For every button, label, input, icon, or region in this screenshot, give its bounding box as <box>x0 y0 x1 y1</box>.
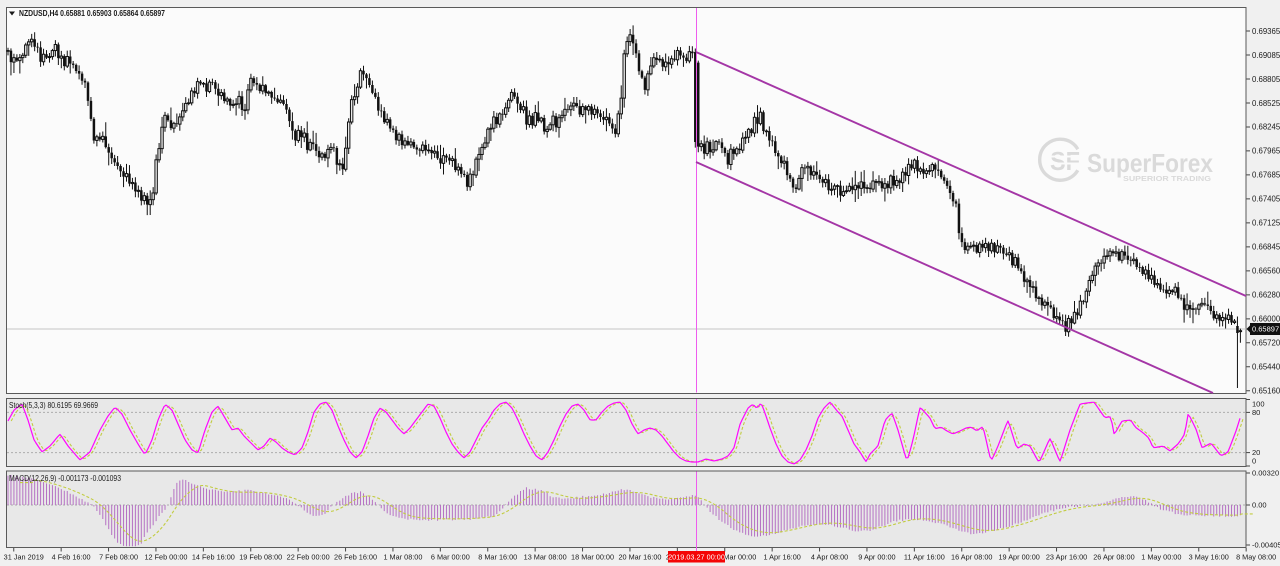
svg-text:0.66845: 0.66845 <box>1252 243 1280 252</box>
svg-text:1 Mar 08:00: 1 Mar 08:00 <box>383 553 422 562</box>
svg-text:100: 100 <box>1252 400 1265 409</box>
svg-text:11 Apr 16:00: 11 Apr 16:00 <box>904 553 945 562</box>
svg-text:0.00320: 0.00320 <box>1252 469 1279 478</box>
svg-text:22 Feb 00:00: 22 Feb 00:00 <box>287 553 330 562</box>
svg-text:-0.00405: -0.00405 <box>1252 541 1280 550</box>
svg-text:6 Mar 00:00: 6 Mar 00:00 <box>431 553 470 562</box>
svg-text:0.67685: 0.67685 <box>1252 171 1280 180</box>
svg-text:23 Apr 16:00: 23 Apr 16:00 <box>1046 553 1087 562</box>
svg-text:SUPERIOR TRADING: SUPERIOR TRADING <box>1123 174 1211 183</box>
svg-text:1 May 00:00: 1 May 00:00 <box>1141 553 1181 562</box>
svg-text:13 Mar 08:00: 13 Mar 08:00 <box>524 553 567 562</box>
svg-text:0.65720: 0.65720 <box>1252 339 1280 348</box>
svg-text:0.66000: 0.66000 <box>1252 315 1280 324</box>
svg-text:19 Apr 00:00: 19 Apr 00:00 <box>998 553 1039 562</box>
svg-text:4 Apr 08:00: 4 Apr 08:00 <box>811 553 848 562</box>
svg-text:MACD(12,26,9) -0.001173 -0.001: MACD(12,26,9) -0.001173 -0.001093 <box>9 474 121 483</box>
svg-text:0.68245: 0.68245 <box>1252 123 1280 132</box>
svg-text:20: 20 <box>1252 448 1260 457</box>
svg-text:14 Feb 16:00: 14 Feb 16:00 <box>192 553 235 562</box>
svg-text:0.00: 0.00 <box>1252 501 1267 510</box>
svg-text:0.66560: 0.66560 <box>1252 267 1280 276</box>
svg-text:19 Feb 08:00: 19 Feb 08:00 <box>239 553 282 562</box>
svg-text:SuperForex: SuperForex <box>1087 148 1213 178</box>
svg-text:0.67405: 0.67405 <box>1252 195 1280 204</box>
svg-text:0.67965: 0.67965 <box>1252 147 1280 156</box>
svg-text:31 Jan 2019: 31 Jan 2019 <box>4 553 44 562</box>
svg-text:18 Mar 00:00: 18 Mar 00:00 <box>571 553 614 562</box>
svg-text:1 Apr 16:00: 1 Apr 16:00 <box>763 553 800 562</box>
svg-text:4 Feb 16:00: 4 Feb 16:00 <box>52 553 91 562</box>
svg-text:0.66280: 0.66280 <box>1252 291 1280 300</box>
svg-text:NZDUSD,H4 0.65881 0.65903 0.6: NZDUSD,H4 0.65881 0.65903 0.65864 0.6589… <box>19 8 165 18</box>
svg-text:Stoch(5,3,3) 80.6195 69.9669: Stoch(5,3,3) 80.6195 69.9669 <box>9 401 98 410</box>
svg-text:0.68525: 0.68525 <box>1252 99 1280 108</box>
svg-text:8 Mar 16:00: 8 Mar 16:00 <box>478 553 517 562</box>
svg-text:0: 0 <box>1252 457 1256 466</box>
svg-text:3 May 16:00: 3 May 16:00 <box>1189 553 1229 562</box>
svg-text:26 Apr 08:00: 26 Apr 08:00 <box>1093 553 1134 562</box>
svg-text:20 Mar 16:00: 20 Mar 16:00 <box>618 553 661 562</box>
svg-text:28 Mar 00:00: 28 Mar 00:00 <box>713 553 756 562</box>
svg-text:9 Apr 00:00: 9 Apr 00:00 <box>858 553 895 562</box>
svg-text:0.69365: 0.69365 <box>1252 27 1280 36</box>
svg-text:0.69085: 0.69085 <box>1252 51 1280 60</box>
svg-text:12 Feb 00:00: 12 Feb 00:00 <box>144 553 187 562</box>
svg-text:SF: SF <box>1050 146 1080 176</box>
svg-text:26 Feb 16:00: 26 Feb 16:00 <box>334 553 377 562</box>
svg-text:0.65440: 0.65440 <box>1252 363 1280 372</box>
svg-text:0.65897: 0.65897 <box>1252 325 1279 334</box>
svg-text:8 May 08:00: 8 May 08:00 <box>1236 553 1276 562</box>
svg-text:0.68805: 0.68805 <box>1252 75 1280 84</box>
svg-text:0.65160: 0.65160 <box>1252 387 1280 396</box>
svg-text:0.67125: 0.67125 <box>1252 219 1280 228</box>
svg-text:80: 80 <box>1252 408 1260 417</box>
svg-text:7 Feb 08:00: 7 Feb 08:00 <box>99 553 138 562</box>
svg-text:16 Apr 08:00: 16 Apr 08:00 <box>951 553 992 562</box>
svg-text:2019.03.27 00:00: 2019.03.27 00:00 <box>668 553 725 562</box>
